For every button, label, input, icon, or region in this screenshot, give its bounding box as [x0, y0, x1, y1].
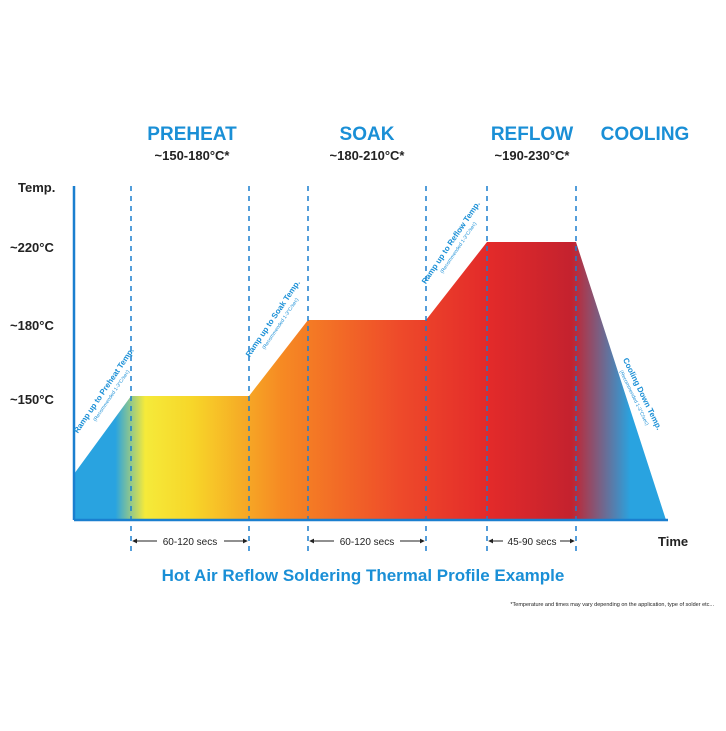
footnote: *Temperature and times may vary dependin… [510, 602, 714, 608]
duration: 45-90 secs [508, 537, 557, 548]
y-title: Temp. [18, 180, 55, 195]
y-label: ~220°C [10, 240, 54, 255]
x-title: Time [658, 534, 688, 549]
y-label: ~180°C [10, 318, 54, 333]
phase-name: REFLOW [491, 124, 573, 145]
title: Hot Air Reflow Soldering Thermal Profile… [162, 566, 565, 585]
phase-range: ~190-230°C* [495, 148, 571, 163]
phase-dividers [130, 186, 577, 552]
duration: 60-120 secs [163, 537, 217, 548]
duration: 60-120 secs [340, 537, 394, 548]
phase-range: ~180-210°C* [330, 148, 406, 163]
y-label: ~150°C [10, 392, 54, 407]
phase-name: SOAK [340, 124, 395, 145]
phase-name: PREHEAT [147, 124, 237, 145]
profile-area [74, 242, 666, 520]
phase-name: COOLING [601, 124, 690, 145]
phase-range: ~150-180°C* [155, 148, 231, 163]
